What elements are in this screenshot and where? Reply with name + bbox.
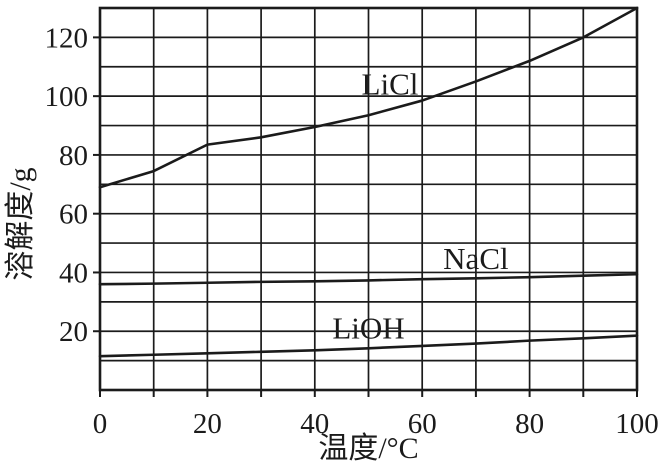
y-axis-title: 溶解度/g bbox=[4, 167, 37, 280]
y-tick-label: 20 bbox=[59, 316, 88, 348]
y-tick-label: 120 bbox=[45, 22, 89, 54]
x-tick-label: 20 bbox=[193, 408, 222, 440]
curve-licl bbox=[98, 6, 639, 189]
x-tick-label: 0 bbox=[93, 408, 108, 440]
curve-lioh bbox=[98, 334, 639, 358]
series-label-licl: LiCl bbox=[362, 66, 419, 101]
x-axis-title: 温度/°C bbox=[318, 432, 418, 465]
x-tick-label: 100 bbox=[615, 408, 659, 440]
series-label-lioh: LiOH bbox=[332, 310, 404, 345]
y-tick-label: 100 bbox=[45, 81, 89, 113]
x-tick-label: 40 bbox=[300, 408, 329, 440]
x-tick-label: 80 bbox=[515, 408, 544, 440]
series-label-nacl: NaCl bbox=[443, 241, 508, 276]
x-tick-label: 60 bbox=[408, 408, 437, 440]
curve-nacl bbox=[98, 272, 639, 286]
y-tick-label: 40 bbox=[59, 257, 88, 289]
y-tick-label: 60 bbox=[59, 199, 88, 231]
y-tick-label: 80 bbox=[59, 140, 88, 172]
